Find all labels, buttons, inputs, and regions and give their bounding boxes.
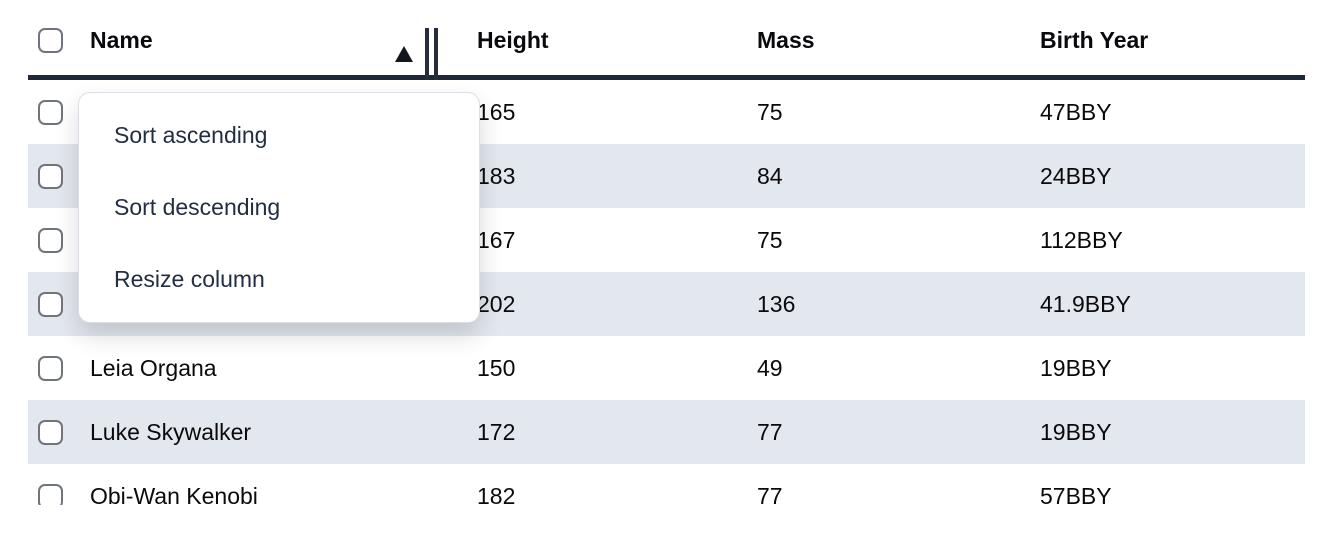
row-select-cell bbox=[28, 464, 78, 505]
row-select-cell bbox=[28, 400, 78, 464]
column-header-birth-year[interactable]: Birth Year bbox=[1040, 26, 1149, 53]
sort-ascending-icon bbox=[395, 46, 413, 62]
column-header-menu: Sort ascending Sort descending Resize colu… bbox=[78, 92, 480, 323]
row-checkbox[interactable] bbox=[38, 483, 63, 505]
row-select-cell bbox=[28, 144, 78, 208]
cell-height: 165 bbox=[477, 98, 516, 125]
cell-name: Leia Organa bbox=[90, 354, 217, 381]
cell-mass: 49 bbox=[757, 354, 783, 381]
table-row: Leia Organa 150 49 19BBY bbox=[28, 336, 1305, 400]
row-select-cell bbox=[28, 336, 78, 400]
select-all-cell bbox=[28, 0, 78, 80]
row-select-cell bbox=[28, 272, 78, 336]
cell-height: 172 bbox=[477, 418, 516, 445]
cell-height: 167 bbox=[477, 226, 516, 253]
column-header-name[interactable]: Name bbox=[78, 0, 465, 80]
cell-birth-year: 19BBY bbox=[1040, 354, 1112, 381]
cell-height: 202 bbox=[477, 290, 516, 317]
column-header-menu-items: Sort ascending Sort descending Resize colu… bbox=[79, 99, 479, 315]
menu-item[interactable]: Sort descending bbox=[114, 193, 281, 220]
cell-name: Luke Skywalker bbox=[90, 418, 252, 445]
table-row: 165 75 47BBY bbox=[28, 80, 1305, 144]
row-select-cell bbox=[28, 208, 78, 272]
column-resize-handle[interactable] bbox=[425, 28, 438, 80]
table-viewport: Name Height Mass Birth Year 165 75 47BBY… bbox=[28, 0, 1305, 505]
cell-mass: 75 bbox=[757, 226, 783, 253]
row-checkbox[interactable] bbox=[38, 355, 63, 381]
select-all-checkbox[interactable] bbox=[38, 27, 63, 53]
cell-mass: 84 bbox=[757, 162, 783, 189]
cell-birth-year: 47BBY bbox=[1040, 98, 1112, 125]
characters-table: Name Height Mass Birth Year 165 75 47BBY… bbox=[28, 0, 1305, 505]
row-checkbox[interactable] bbox=[38, 291, 63, 317]
cell-birth-year: 112BBY bbox=[1040, 226, 1123, 253]
cell-birth-year: 57BBY bbox=[1040, 482, 1112, 506]
cell-height: 183 bbox=[477, 162, 516, 189]
row-checkbox[interactable] bbox=[38, 419, 63, 445]
row-select-cell bbox=[28, 80, 78, 144]
cell-name: Obi-Wan Kenobi bbox=[90, 482, 258, 506]
table-body: 165 75 47BBY 183 84 24BBY 167 75 112BBY … bbox=[28, 80, 1305, 505]
table-row: Luke Skywalker 172 77 19BBY bbox=[28, 400, 1305, 464]
menu-item[interactable]: Resize column bbox=[114, 265, 265, 292]
column-header-height[interactable]: Height bbox=[477, 26, 549, 53]
cell-mass: 136 bbox=[757, 290, 796, 317]
cell-height: 150 bbox=[477, 354, 516, 381]
table-row: 167 75 112BBY bbox=[28, 208, 1305, 272]
cell-birth-year: 41.9BBY bbox=[1040, 290, 1131, 317]
cell-height: 182 bbox=[477, 482, 516, 506]
row-checkbox[interactable] bbox=[38, 99, 63, 125]
row-checkbox[interactable] bbox=[38, 227, 63, 253]
menu-item[interactable]: Sort ascending bbox=[114, 121, 268, 148]
cell-mass: 77 bbox=[757, 418, 783, 445]
cell-mass: 77 bbox=[757, 482, 783, 506]
column-header-mass[interactable]: Mass bbox=[757, 26, 815, 53]
row-checkbox[interactable] bbox=[38, 163, 63, 189]
cell-birth-year: 24BBY bbox=[1040, 162, 1112, 189]
cell-birth-year: 19BBY bbox=[1040, 418, 1112, 445]
table-header-row: Name Height Mass Birth Year bbox=[28, 0, 1305, 80]
table-row: Obi-Wan Kenobi 182 77 57BBY bbox=[28, 464, 1305, 505]
cell-mass: 75 bbox=[757, 98, 783, 125]
column-header-name-label: Name bbox=[90, 26, 153, 53]
